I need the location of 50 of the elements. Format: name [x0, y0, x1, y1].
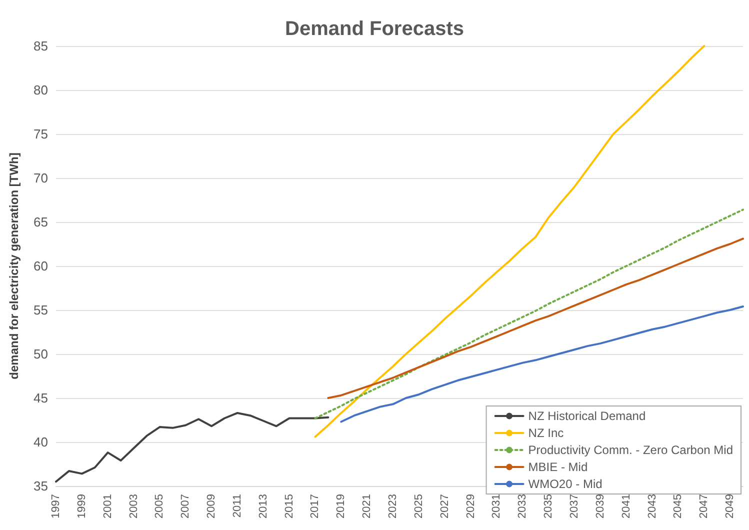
line-series	[314, 45, 706, 438]
line-series	[340, 305, 744, 423]
x-tick-label: 2021	[361, 494, 374, 518]
line-series	[327, 238, 744, 399]
x-tick-label: 2031	[490, 494, 503, 518]
y-tick-label: 60	[34, 258, 48, 274]
x-tick-label: 2025	[412, 494, 425, 518]
line-series	[55, 412, 330, 483]
x-tick-label: 2003	[128, 494, 140, 518]
legend-label: NZ Historical Demand	[528, 409, 646, 423]
y-axis-title: demand for electricity generation [TWh]	[7, 152, 21, 380]
legend-label: MBIE - Mid	[528, 460, 588, 474]
y-tick-label: 50	[34, 346, 48, 362]
y-tick-label: 80	[34, 82, 48, 98]
x-tick-label: 2049	[724, 494, 736, 518]
y-tick-label: 85	[34, 38, 48, 54]
x-tick-label: 2033	[516, 494, 529, 518]
x-tick-label: 2027	[438, 494, 451, 518]
y-tick-label: 35	[34, 478, 48, 494]
x-tick-label: 2043	[646, 494, 658, 518]
x-tick-label: 2041	[620, 494, 632, 518]
legend-label: NZ Inc	[528, 426, 564, 440]
y-tick-label: 40	[34, 434, 48, 450]
x-tick-label: 2015	[283, 494, 296, 518]
x-tick-label: 2037	[568, 494, 580, 518]
x-tick-label: 2017	[309, 494, 322, 518]
x-tick-label: 2005	[154, 494, 166, 518]
x-tick-label: 1997	[50, 494, 62, 518]
x-tick-label: 2001	[102, 494, 114, 518]
x-tick-label: 2029	[464, 494, 477, 518]
legend-label: WMO20 - Mid	[528, 477, 602, 491]
x-tick-label: 1999	[76, 494, 88, 518]
y-tick-label: 45	[34, 390, 48, 406]
x-tick-label: 2013	[257, 494, 270, 518]
x-tick-label: 2035	[542, 494, 555, 518]
x-tick-label: 2011	[231, 494, 244, 518]
chart-title: Demand Forecasts	[285, 18, 464, 40]
legend-label: Productivity Comm. - Zero Carbon Mid	[528, 443, 734, 457]
x-tick-label: 2047	[698, 494, 710, 518]
y-tick-label: 75	[34, 126, 48, 142]
x-tick-label: 2045	[672, 494, 684, 518]
y-tick-label: 70	[34, 170, 48, 186]
x-tick-label: 2019	[335, 494, 348, 518]
x-tick-label: 2007	[180, 494, 192, 518]
line-series	[314, 208, 744, 420]
y-tick-label: 65	[34, 214, 48, 230]
x-tick-label: 2023	[387, 494, 400, 518]
x-tick-label: 2039	[594, 494, 606, 518]
x-tick-label: 2009	[206, 494, 218, 518]
y-tick-label: 55	[34, 302, 48, 318]
